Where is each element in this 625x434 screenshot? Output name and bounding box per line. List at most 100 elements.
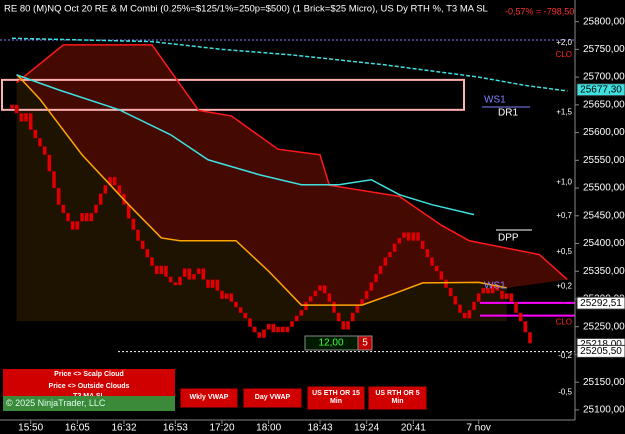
brick bbox=[364, 290, 369, 300]
brick bbox=[33, 129, 38, 139]
brick bbox=[485, 287, 491, 294]
brick bbox=[229, 293, 234, 302]
button[interactable]: Day VWAP bbox=[243, 388, 302, 408]
brick bbox=[14, 104, 19, 114]
brick bbox=[252, 326, 257, 333]
button[interactable]: US RTH OR 5 Min bbox=[368, 386, 427, 410]
y-tick-label: 25450,00 bbox=[583, 210, 625, 221]
brick bbox=[420, 240, 425, 250]
brick bbox=[373, 273, 379, 283]
brick bbox=[173, 282, 178, 286]
x-tick-label: 18:43 bbox=[307, 423, 332, 434]
y-tick-label: 25800,00 bbox=[583, 16, 625, 27]
brick bbox=[131, 218, 136, 230]
brick bbox=[191, 273, 197, 280]
brick bbox=[378, 265, 383, 275]
brick bbox=[425, 248, 430, 258]
brick bbox=[299, 309, 304, 316]
x-tick-label: 19:24 bbox=[354, 423, 379, 434]
brick bbox=[341, 321, 346, 330]
brick bbox=[471, 301, 477, 311]
zone bbox=[1, 78, 465, 111]
brick bbox=[201, 268, 206, 280]
y-tick-label: 25150,00 bbox=[583, 377, 625, 388]
pnl: -0,57% = -798,50 bbox=[505, 6, 574, 16]
panel-row[interactable]: Price <> Scalp Cloud bbox=[3, 369, 175, 381]
brick bbox=[247, 318, 253, 327]
y-tick-label: 25650,00 bbox=[583, 99, 625, 110]
brick bbox=[261, 329, 267, 338]
brick bbox=[56, 187, 61, 205]
brick bbox=[443, 279, 449, 289]
brick bbox=[163, 265, 169, 277]
brick bbox=[233, 301, 239, 308]
level-label: +1,5 bbox=[556, 108, 572, 117]
brick bbox=[387, 251, 393, 258]
level-label: -0,5 bbox=[558, 387, 572, 396]
price-marker-label: 25218,00 bbox=[580, 339, 622, 350]
button[interactable]: Wkly VWAP bbox=[180, 388, 238, 408]
brick bbox=[518, 312, 523, 322]
brick bbox=[327, 293, 332, 302]
y-tick-label: 25100,00 bbox=[583, 405, 625, 416]
level-label: CLO bbox=[556, 50, 572, 59]
brick bbox=[75, 221, 80, 230]
indicator-line bbox=[16, 73, 507, 306]
brick bbox=[331, 301, 337, 313]
brick bbox=[182, 268, 187, 277]
level-label: +0,7 bbox=[556, 211, 572, 220]
brick bbox=[61, 204, 66, 214]
brick bbox=[98, 193, 103, 205]
brick bbox=[289, 321, 295, 327]
brick bbox=[9, 104, 15, 109]
brick bbox=[84, 212, 89, 222]
indicator-line bbox=[16, 74, 475, 216]
brick bbox=[28, 113, 33, 130]
x-tick-label: 17:20 bbox=[209, 423, 234, 434]
brick bbox=[238, 307, 243, 313]
level-label: +0,5 bbox=[556, 247, 572, 256]
y-tick-label: 25400,00 bbox=[583, 238, 625, 249]
x-tick-label: 16:32 bbox=[111, 423, 136, 434]
y-tick-label: 25500,00 bbox=[583, 183, 625, 194]
brick bbox=[135, 229, 141, 241]
price-marker bbox=[576, 83, 625, 97]
brick bbox=[219, 290, 225, 300]
brick bbox=[210, 279, 215, 289]
price-marker-label: 25205,50 bbox=[580, 346, 622, 357]
y-tick-label: 25250,00 bbox=[583, 321, 625, 332]
brick bbox=[481, 287, 486, 294]
panel-row[interactable]: Price <> Outside Clouds bbox=[3, 381, 175, 393]
y-tick-label: 25600,00 bbox=[583, 127, 625, 138]
brick bbox=[406, 232, 411, 241]
brick bbox=[168, 276, 173, 283]
brick bbox=[369, 282, 374, 291]
y-tick-label: 25700,00 bbox=[583, 72, 625, 83]
brick bbox=[285, 326, 290, 333]
brick bbox=[79, 212, 85, 222]
pivot-label: WS1 bbox=[484, 281, 506, 292]
brick bbox=[439, 271, 444, 280]
brick bbox=[70, 221, 75, 230]
brick bbox=[411, 232, 416, 241]
brick bbox=[434, 265, 439, 272]
x-tick-label: 15:50 bbox=[18, 423, 43, 434]
x-tick-label: 18:00 bbox=[256, 423, 281, 434]
button[interactable]: US ETH OR 15 Min bbox=[307, 386, 365, 410]
brick bbox=[177, 276, 183, 286]
y-tick-label: 25550,00 bbox=[583, 155, 625, 166]
brick bbox=[149, 257, 155, 266]
counter: 5 bbox=[362, 338, 368, 349]
brick bbox=[322, 284, 327, 294]
indicator-line bbox=[16, 44, 568, 281]
brick bbox=[415, 232, 421, 241]
brick bbox=[93, 204, 99, 214]
brick bbox=[303, 301, 309, 311]
brick bbox=[467, 309, 472, 319]
x-tick-label: 7 nov bbox=[466, 423, 490, 434]
indicator-line bbox=[11, 37, 568, 92]
brick bbox=[523, 321, 528, 333]
pivot-label: WS1 bbox=[484, 95, 506, 106]
brick bbox=[275, 326, 281, 333]
brick bbox=[453, 296, 458, 305]
